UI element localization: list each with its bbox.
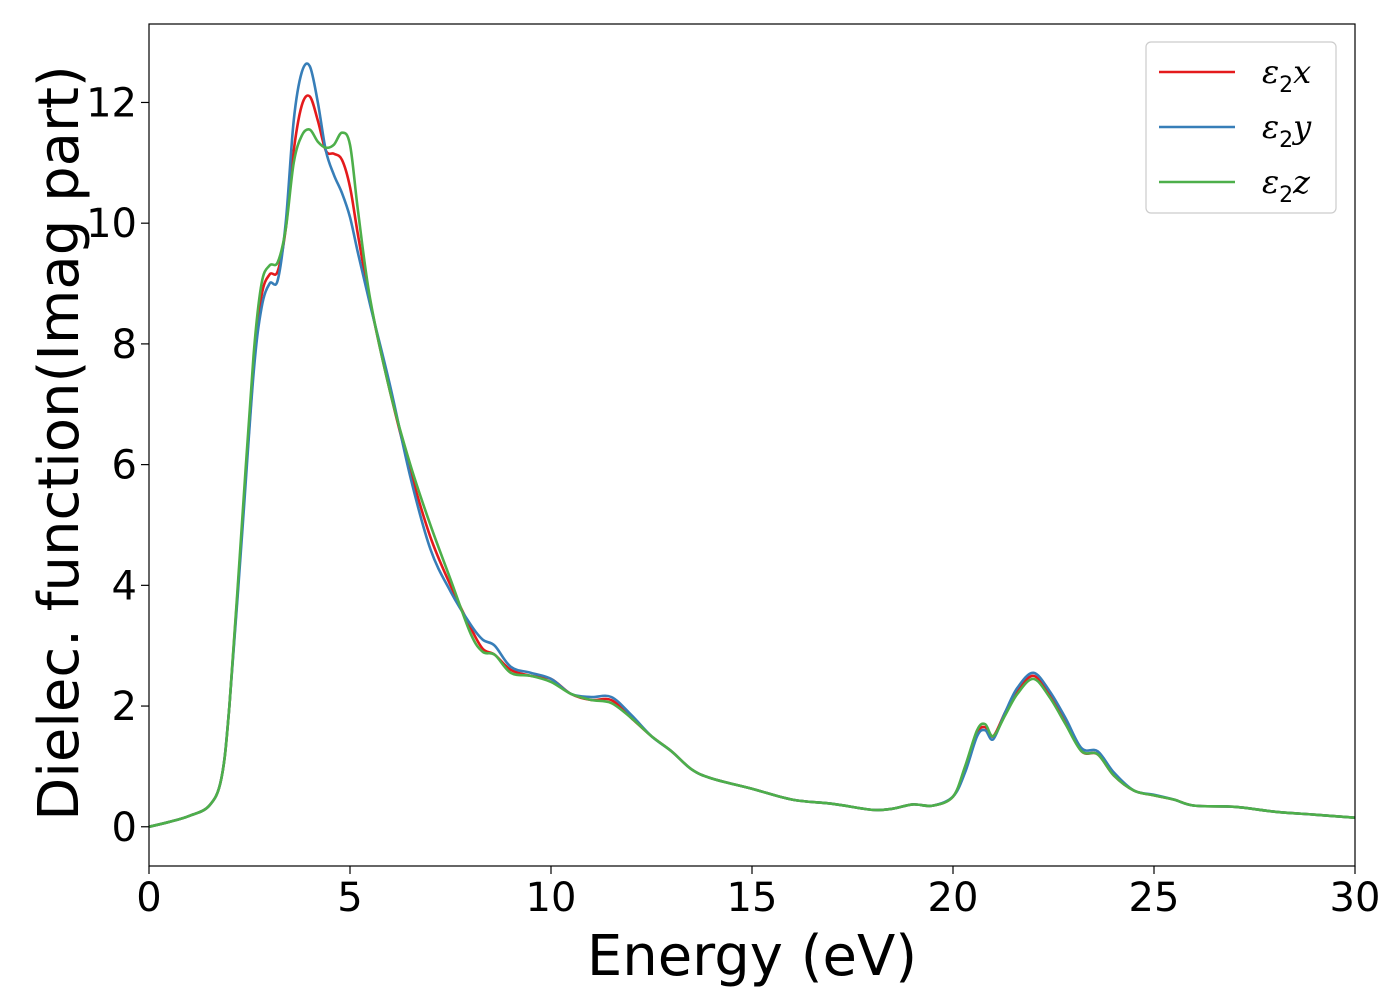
x-tick-label: 0 [136,875,161,921]
x-tick-label: 5 [337,875,362,921]
y-tick-label: 6 [112,443,137,489]
x-tick-label: 30 [1330,875,1381,921]
legend-box [1145,41,1337,214]
legend-label: ε2x [1262,53,1311,98]
x-axis-title: Energy (eV) [587,924,917,989]
y-axis-title: Dielec. function(Imag part) [27,65,92,821]
y-tick-label: 12 [86,80,137,126]
series-line-2z-3 [149,128,1355,829]
y-axis-ticks: 0 2 4 6 8 10 12 [86,80,149,851]
x-tick-label: 25 [1129,875,1180,921]
y-tick-label: 2 [112,684,137,730]
y-tick-label: 0 [112,805,137,851]
y-tick-label: 8 [112,322,137,368]
series-layer [149,62,1355,829]
x-tick-label: 20 [928,875,979,921]
x-axis-ticks: 0 5 10 15 20 25 30 [136,866,1380,921]
x-tick-label: 10 [526,875,577,921]
legend: ε2x ε2y ε2z [1145,41,1337,214]
y-tick-label: 4 [112,563,137,609]
y-tick-label: 10 [86,201,137,247]
x-tick-label: 15 [727,875,778,921]
legend-label: ε2z [1262,163,1311,208]
legend-label: ε2y [1262,108,1312,153]
